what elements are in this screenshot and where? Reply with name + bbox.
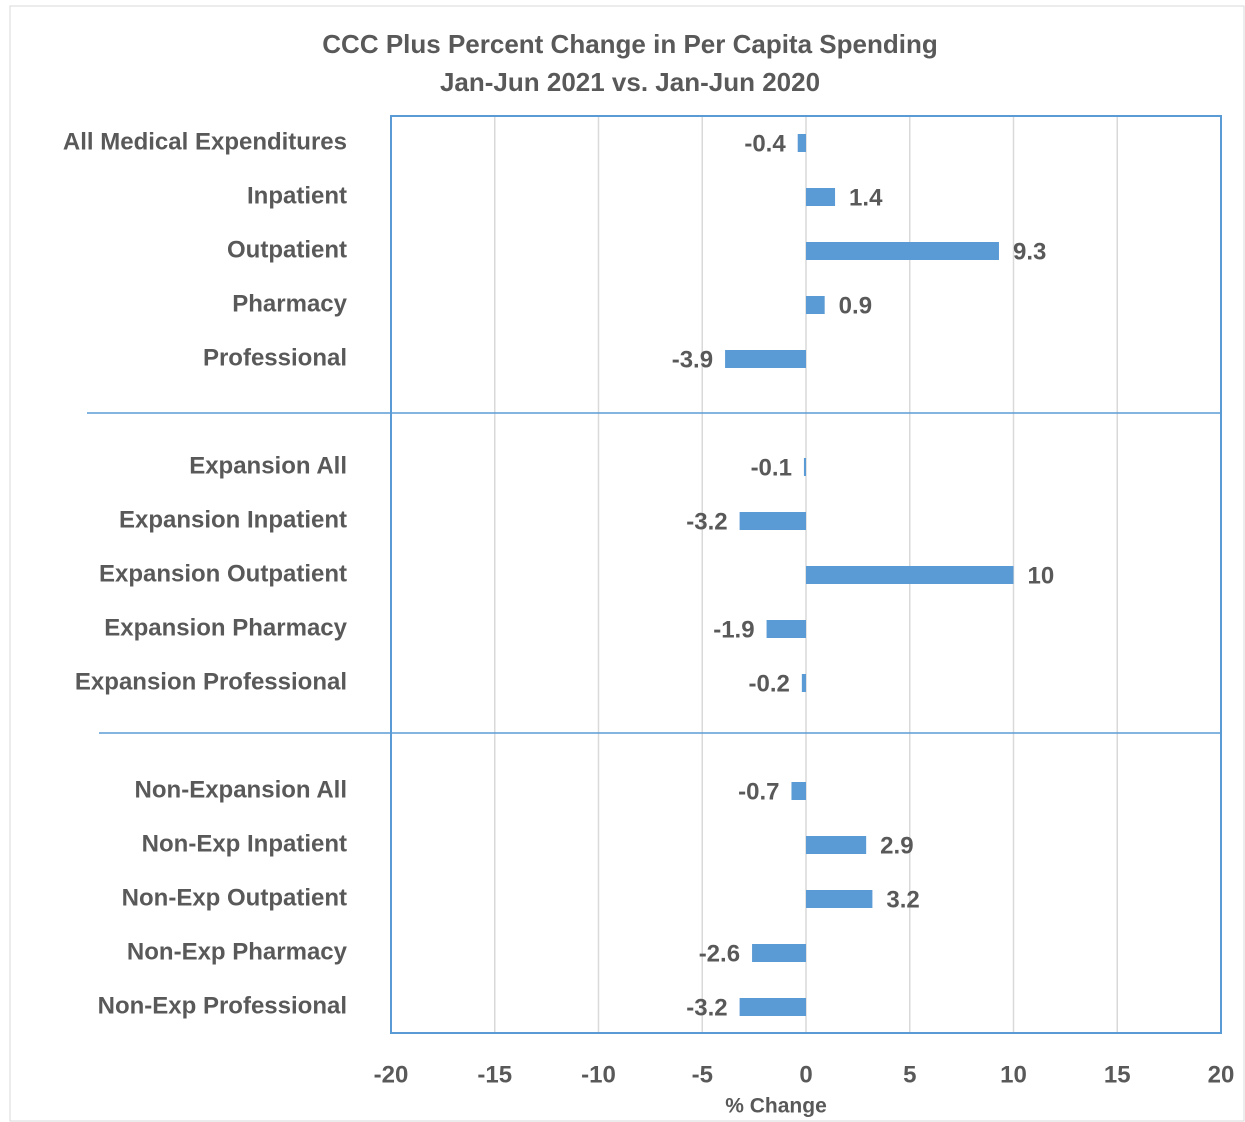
x-tick-label: 15 (1104, 1061, 1131, 1088)
y-tick-label: Expansion Inpatient (119, 506, 347, 533)
data-label: 2.9 (880, 832, 913, 859)
data-label: -0.7 (738, 778, 779, 805)
bar (806, 188, 836, 206)
data-label: -3.2 (686, 508, 727, 535)
y-tick-label: Expansion Outpatient (99, 560, 347, 587)
x-tick-label: -10 (581, 1061, 616, 1088)
x-tick-label: -20 (374, 1061, 409, 1088)
y-tick-label: Expansion All (189, 452, 347, 479)
bar (806, 836, 867, 854)
data-label: -3.2 (686, 994, 727, 1021)
data-label: -0.4 (744, 130, 786, 157)
y-tick-label: All Medical Expenditures (63, 128, 347, 155)
x-tick-label: 5 (903, 1061, 916, 1088)
data-label: -1.9 (713, 616, 754, 643)
y-tick-label: Professional (203, 344, 347, 371)
data-label: 9.3 (1013, 238, 1046, 265)
chart-border (9, 5, 1245, 1122)
y-tick-label: Pharmacy (232, 290, 347, 317)
x-tick-label: -15 (477, 1061, 512, 1088)
bar (806, 890, 873, 908)
bar (806, 296, 825, 314)
y-tick-label: Non-Exp Professional (98, 992, 347, 1019)
data-label: 10 (1028, 562, 1055, 589)
y-tick-label: Inpatient (247, 182, 347, 209)
bar (725, 350, 806, 368)
y-tick-label: Non-Expansion All (135, 776, 347, 803)
plot-border (390, 115, 1222, 1034)
bar (791, 782, 806, 800)
data-label: 3.2 (886, 886, 919, 913)
y-tick-label: Expansion Pharmacy (104, 614, 347, 641)
data-label: -0.1 (751, 454, 792, 481)
bar (766, 620, 806, 638)
x-axis-title: % Change (725, 1095, 827, 1118)
y-tick-label: Expansion Professional (75, 668, 347, 695)
data-label: 1.4 (849, 184, 883, 211)
bar (752, 944, 806, 962)
data-label: -0.2 (748, 670, 789, 697)
x-tick-label: 20 (1208, 1061, 1235, 1088)
chart-subtitle: Jan-Jun 2021 vs. Jan-Jun 2020 (440, 67, 820, 97)
y-tick-label: Non-Exp Pharmacy (127, 938, 348, 965)
bar (739, 998, 806, 1016)
y-tick-label: Non-Exp Inpatient (142, 830, 347, 857)
bar (806, 242, 999, 260)
chart-title: CCC Plus Percent Change in Per Capita Sp… (322, 29, 937, 59)
bar (739, 512, 806, 530)
x-tick-label: 0 (799, 1061, 812, 1088)
x-tick-label: -5 (692, 1061, 713, 1088)
bar (801, 674, 806, 692)
data-label: 0.9 (839, 292, 872, 319)
data-label: -3.9 (672, 346, 713, 373)
y-tick-label: Non-Exp Outpatient (122, 884, 347, 911)
x-tick-label: 10 (1000, 1061, 1027, 1088)
data-label: -2.6 (699, 940, 740, 967)
y-tick-label: Outpatient (227, 236, 347, 263)
bar (797, 134, 806, 152)
bar (803, 458, 806, 476)
bar (806, 566, 1014, 584)
